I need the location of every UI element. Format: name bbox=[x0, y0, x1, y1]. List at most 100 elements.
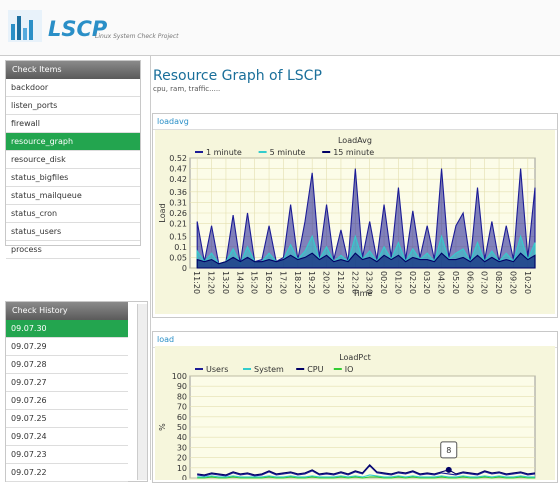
tooltip-box bbox=[440, 441, 458, 459]
list-item[interactable]: 09.07.30 bbox=[6, 320, 128, 338]
item-list: backdoor listen_ports firewall resource_gra… bbox=[6, 79, 140, 259]
list-item[interactable]: 09.07.23 bbox=[6, 446, 128, 464]
chart-title: LoadAvg bbox=[338, 136, 372, 145]
list-item[interactable]: 09.07.25 bbox=[6, 410, 128, 428]
divider bbox=[150, 56, 151, 480]
list-item[interactable]: 09.07.28 bbox=[6, 356, 128, 374]
list-item[interactable]: 09.07.22 bbox=[6, 464, 128, 482]
x-tick-label: 23:20 bbox=[365, 271, 374, 294]
x-tick-label: 19:20 bbox=[307, 271, 316, 294]
legend-label: CPU bbox=[307, 365, 323, 374]
list-item[interactable]: status_bigfiles bbox=[6, 169, 140, 187]
y-tick-label: 80 bbox=[177, 392, 187, 401]
list-item[interactable]: status_users bbox=[6, 223, 140, 241]
line bbox=[197, 476, 535, 479]
history-list: 09.07.30 09.07.29 09.07.28 09.07.27 09.07.26… bbox=[6, 320, 128, 482]
y-tick-label: 0.47 bbox=[169, 165, 187, 174]
list-item[interactable]: 09.07.29 bbox=[6, 338, 128, 356]
legend-label: 5 minute bbox=[270, 148, 306, 157]
x-tick-label: 01:20 bbox=[393, 271, 402, 294]
list-item[interactable]: 09.07.24 bbox=[6, 428, 128, 446]
logo[interactable]: LSCP bbox=[48, 17, 108, 41]
logo-subtitle: Linux System Check Project bbox=[95, 33, 179, 40]
y-tick-label: 0.31 bbox=[169, 198, 187, 207]
area bbox=[196, 252, 536, 269]
list-item[interactable]: 09.07.27 bbox=[6, 374, 128, 392]
x-tick-label: 17:20 bbox=[278, 271, 287, 294]
check-history-panel: Check History 09.07.30 09.07.29 09.07.28 09… bbox=[5, 301, 148, 482]
y-tick-label: 90 bbox=[177, 382, 187, 391]
x-tick-label: 20:20 bbox=[322, 271, 331, 294]
panel-header: Check Items bbox=[6, 61, 140, 79]
x-tick-label: 05:20 bbox=[451, 271, 460, 294]
list-item[interactable]: listen_ports bbox=[6, 97, 140, 115]
x-tick-label: 16:20 bbox=[264, 271, 273, 294]
list-item[interactable]: firewall bbox=[6, 115, 140, 133]
line bbox=[197, 474, 535, 478]
legend-label: IO bbox=[345, 365, 354, 374]
x-tick-label: 15:20 bbox=[250, 271, 259, 294]
y-tick-label: 100 bbox=[172, 372, 187, 381]
line bbox=[197, 463, 536, 476]
list-item[interactable]: status_cron bbox=[6, 205, 140, 223]
chart-title: LoadPct bbox=[339, 353, 371, 362]
x-tick-label: 21:20 bbox=[336, 271, 345, 294]
header: LSCP Linux System Check Project bbox=[0, 0, 560, 56]
page-title: Resource Graph of LSCP bbox=[153, 68, 322, 84]
list-item[interactable]: resource_graph bbox=[6, 133, 140, 151]
list-item[interactable]: resource_disk bbox=[6, 151, 140, 169]
check-items-panel: Check Items backdoor listen_ports firewall… bbox=[5, 60, 141, 259]
y-axis-label: Load bbox=[158, 203, 167, 222]
y-tick-label: 0.1 bbox=[174, 243, 187, 252]
list-item[interactable]: 09.07.26 bbox=[6, 392, 128, 410]
y-tick-label: 20 bbox=[177, 454, 187, 463]
y-tick-label: 50 bbox=[177, 423, 187, 432]
y-tick-label: 0.52 bbox=[169, 154, 187, 163]
scrollbar[interactable] bbox=[137, 304, 147, 480]
y-tick-label: 30 bbox=[177, 443, 187, 452]
x-tick-label: 08:20 bbox=[494, 271, 503, 294]
x-tick-label: 12:20 bbox=[207, 271, 216, 294]
y-tick-label: 70 bbox=[177, 403, 187, 412]
list-item[interactable]: backdoor bbox=[6, 79, 140, 97]
y-axis-label: % bbox=[158, 423, 167, 431]
y-tick-label: 0 bbox=[182, 264, 187, 273]
y-tick-label: 0.05 bbox=[169, 253, 187, 262]
legend-label: 15 minute bbox=[333, 148, 374, 157]
y-tick-label: 0.42 bbox=[169, 175, 187, 184]
x-tick-label: 10:20 bbox=[523, 271, 532, 294]
y-tick-label: 0.21 bbox=[169, 220, 187, 229]
y-tick-label: 0.26 bbox=[169, 209, 187, 218]
y-tick-label: 0 bbox=[182, 474, 187, 480]
y-tick-label: 60 bbox=[177, 413, 187, 422]
x-tick-label: 03:20 bbox=[422, 271, 431, 294]
y-tick-label: 0.15 bbox=[169, 232, 187, 241]
x-tick-label: 13:20 bbox=[221, 271, 230, 294]
x-axis-label: Time bbox=[352, 289, 373, 298]
x-tick-label: 11:20 bbox=[192, 271, 201, 294]
page-subtitle: cpu, ram, traffic..... bbox=[153, 85, 221, 93]
x-tick-label: 22:20 bbox=[350, 271, 359, 294]
line bbox=[197, 464, 536, 477]
x-tick-label: 04:20 bbox=[437, 271, 446, 294]
legend-label: Users bbox=[206, 365, 228, 374]
x-tick-label: 14:20 bbox=[235, 271, 244, 294]
list-item[interactable]: process bbox=[6, 241, 140, 259]
panel-header: Check History bbox=[6, 302, 128, 320]
y-tick-label: 0.36 bbox=[169, 188, 187, 197]
x-tick-label: 18:20 bbox=[293, 271, 302, 294]
y-tick-label: 10 bbox=[177, 464, 187, 473]
logo-icon bbox=[8, 10, 42, 42]
x-tick-label: 07:20 bbox=[480, 271, 489, 294]
tooltip-point bbox=[445, 466, 452, 473]
x-tick-label: 09:20 bbox=[508, 271, 517, 294]
y-tick-label: 40 bbox=[177, 433, 187, 442]
tooltip-label: 8 bbox=[446, 446, 451, 455]
legend-label: 1 minute bbox=[206, 148, 242, 157]
list-item[interactable]: status_mailqueue bbox=[6, 187, 140, 205]
x-tick-label: 06:20 bbox=[465, 271, 474, 294]
x-tick-label: 00:20 bbox=[379, 271, 388, 294]
